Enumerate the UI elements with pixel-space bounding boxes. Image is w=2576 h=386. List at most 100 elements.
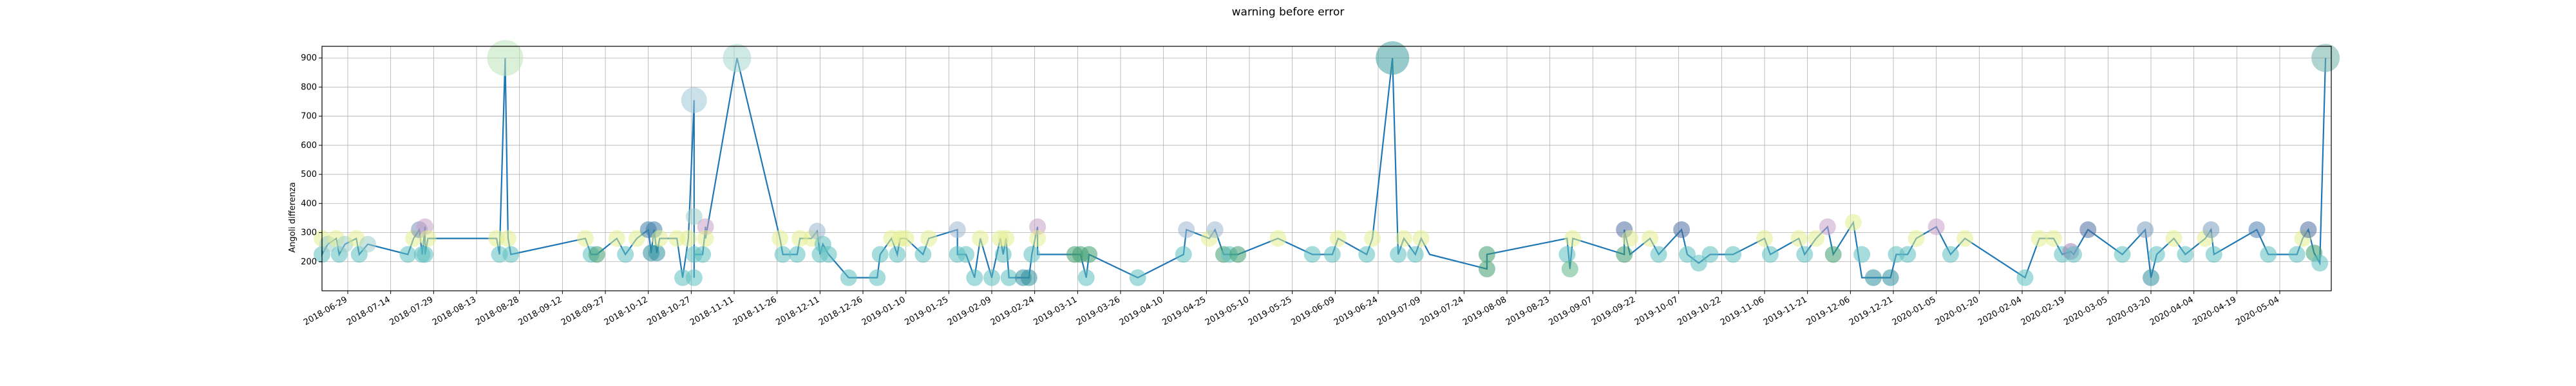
data-point (697, 218, 714, 235)
y-tick-label: 800 (301, 82, 317, 92)
x-tick-label: 2019-01-25 (903, 295, 950, 327)
data-point (491, 246, 508, 263)
data-point (1908, 230, 1925, 247)
data-point (499, 230, 516, 247)
x-tick-label: 2018-06-29 (302, 295, 349, 327)
data-point (694, 246, 712, 263)
data-point (1303, 246, 1321, 263)
y-tick-label: 600 (301, 141, 317, 151)
data-point (1622, 230, 1639, 247)
data-point (1853, 246, 1871, 263)
data-point (920, 230, 938, 247)
x-tick-label: 2019-06-09 (1289, 295, 1336, 327)
data-point (2114, 246, 2131, 263)
data-point (1564, 230, 1582, 247)
data-point (1650, 246, 1667, 263)
x-tick-label: 2018-07-14 (345, 295, 392, 327)
data-point (588, 246, 605, 263)
data-point (1756, 230, 1773, 247)
x-tick-label: 2019-04-25 (1160, 295, 1208, 327)
scatter-points-group (314, 40, 2340, 286)
data-point (1701, 246, 1719, 263)
x-tick-label: 2019-04-10 (1118, 295, 1165, 327)
data-point (897, 230, 914, 247)
data-point (2031, 230, 2048, 247)
data-point (1690, 255, 1707, 272)
x-tick-label: 2019-02-24 (989, 295, 1036, 327)
data-point (1390, 246, 1407, 263)
data-point (2079, 221, 2097, 238)
x-axis-ticks: 2018-06-292018-07-142018-07-292018-08-13… (302, 291, 2281, 327)
data-point (1081, 246, 1098, 263)
x-tick-label: 2020-03-05 (2062, 295, 2109, 327)
data-point (1824, 246, 1842, 263)
data-point (1673, 221, 1690, 238)
data-point (681, 87, 707, 113)
data-point (949, 221, 966, 238)
x-tick-label: 2019-05-10 (1204, 295, 1251, 327)
x-tick-label: 2019-03-11 (1032, 295, 1079, 327)
series-line-group (321, 57, 2327, 279)
data-point (1000, 269, 1018, 286)
y-tick-label: 400 (301, 199, 317, 208)
data-point (1796, 246, 1814, 263)
x-tick-label: 2019-12-06 (1804, 295, 1852, 327)
data-point (1229, 246, 1247, 263)
data-point (419, 230, 437, 247)
data-point (1616, 246, 1633, 263)
data-point (1023, 246, 1041, 263)
data-point (1029, 230, 1046, 247)
data-point (679, 230, 697, 247)
data-point (972, 230, 989, 247)
data-point (772, 230, 789, 247)
series-line (321, 57, 2327, 279)
data-point (1790, 230, 1808, 247)
x-tick-label: 2020-01-05 (1891, 295, 1938, 327)
data-point (983, 269, 1000, 286)
data-point (576, 230, 594, 247)
x-tick-label: 2020-04-04 (2148, 295, 2195, 327)
data-point (774, 246, 791, 263)
data-point (1269, 230, 1287, 247)
data-point (2177, 246, 2194, 263)
data-point (2045, 230, 2062, 247)
data-point (1178, 221, 1195, 238)
x-tick-label: 2018-10-27 (645, 295, 692, 327)
data-point (2016, 269, 2034, 286)
data-point (1329, 230, 1347, 247)
plot-frame (321, 46, 2332, 291)
data-point (1396, 230, 1412, 247)
x-tick-label: 2018-08-13 (431, 295, 478, 327)
y-axis-ticks: 200 300 400 500 600 700 800 900 (301, 53, 322, 267)
data-point (871, 246, 889, 263)
x-tick-label: 2019-08-23 (1504, 295, 1551, 327)
x-tick-label: 2018-12-11 (774, 295, 821, 327)
y-tick-label: 200 (301, 257, 317, 267)
data-point (697, 230, 714, 247)
x-tick-label: 2019-03-26 (1075, 295, 1122, 327)
data-point (1819, 218, 1836, 235)
data-point (1808, 230, 1824, 247)
data-point (2205, 246, 2222, 263)
data-point (1761, 246, 1779, 263)
data-point (1561, 261, 1578, 278)
x-tick-label: 2019-08-08 (1461, 295, 1508, 327)
x-tick-label: 2019-07-24 (1418, 295, 1465, 327)
x-tick-label: 2018-07-29 (388, 295, 435, 327)
data-point (1376, 41, 1410, 75)
data-point (1478, 246, 1495, 263)
data-point (674, 269, 691, 286)
data-point (1077, 269, 1095, 286)
x-tick-label: 2019-11-21 (1762, 295, 1809, 327)
data-point (617, 246, 634, 263)
data-point (1478, 261, 1495, 278)
data-point (840, 269, 857, 286)
data-point (2311, 44, 2340, 73)
data-point (502, 246, 520, 263)
data-point (608, 230, 625, 247)
data-point (1129, 269, 1146, 286)
x-tick-label: 2019-01-10 (860, 295, 907, 327)
data-point (2311, 255, 2329, 272)
data-point (2143, 269, 2159, 286)
data-point (966, 269, 983, 286)
